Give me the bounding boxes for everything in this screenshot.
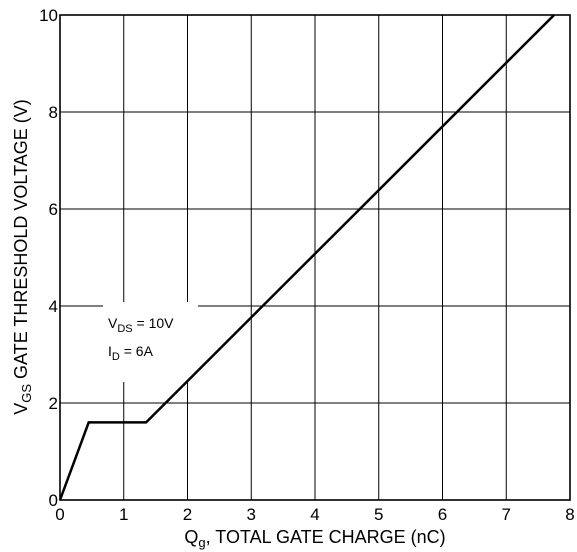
- x-tick-labels: 0 1 2 3 4 5 6 7 8: [55, 505, 574, 524]
- x-tick-label: 5: [374, 505, 383, 524]
- y-axis-label: VGS GATE THRESHOLD VOLTAGE (V): [11, 99, 34, 415]
- x-tick-label: 1: [119, 505, 128, 524]
- y-tick-label: 4: [49, 297, 58, 316]
- annotation-box: [103, 302, 198, 382]
- series-line: [58, 14, 555, 501]
- y-tick-labels: 0 2 4 6 8 10: [39, 6, 58, 510]
- x-tick-label: 7: [502, 505, 511, 524]
- x-tick-label: 3: [247, 505, 256, 524]
- grid-lines: [59, 14, 571, 501]
- x-tick-label: 6: [438, 505, 447, 524]
- x-tick-label: 8: [565, 505, 574, 524]
- x-axis-label: Qg, TOTAL GATE CHARGE (nC): [184, 527, 445, 550]
- y-tick-label: 2: [49, 394, 58, 413]
- y-tick-label: 6: [49, 200, 58, 219]
- y-tick-label: 0: [49, 491, 58, 510]
- plot-area-frame: [59, 14, 571, 501]
- x-tick-label: 2: [183, 505, 192, 524]
- annotation-id: ID = 6A: [108, 343, 154, 363]
- annotation-vds: VDS = 10V: [108, 315, 174, 335]
- x-tick-label: 4: [310, 505, 319, 524]
- y-tick-label: 8: [49, 103, 58, 122]
- x-tick-label: 0: [55, 505, 64, 524]
- y-tick-label: 10: [39, 6, 58, 25]
